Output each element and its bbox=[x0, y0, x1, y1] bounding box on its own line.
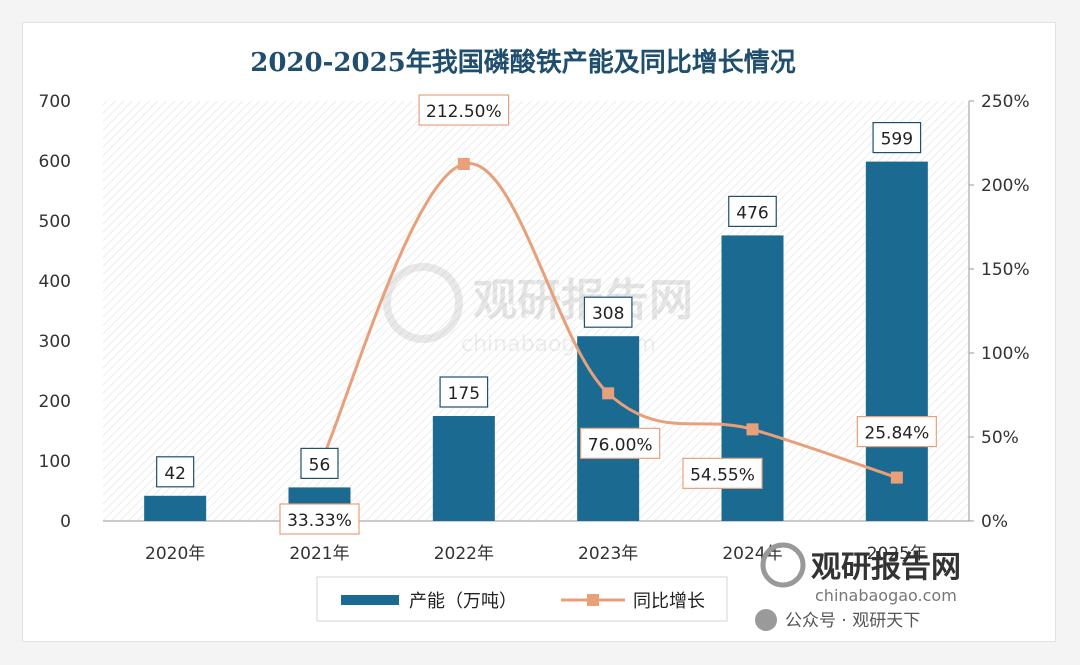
y-left-tick-label: 100 bbox=[39, 452, 71, 472]
y-right-tick-label: 150% bbox=[981, 260, 1030, 280]
legend-swatch-capacity bbox=[341, 595, 399, 605]
growth-value-box bbox=[279, 503, 360, 535]
bar-value-box bbox=[728, 195, 777, 227]
bar-capacity bbox=[865, 161, 928, 521]
growth-value-label: 54.55% bbox=[690, 465, 755, 485]
growth-line-path bbox=[318, 162, 898, 480]
bar-value-label: 42 bbox=[164, 464, 186, 484]
bar-value-box bbox=[583, 296, 633, 328]
x-tick-label: 2021年 bbox=[289, 544, 349, 564]
x-tick-label: 2020年 bbox=[145, 544, 205, 564]
growth-value-box bbox=[682, 457, 763, 489]
corner-watermark-brand: 观研报告网 bbox=[811, 550, 961, 585]
chart: 2020-2025年我国磷酸铁产能及同比增长情况 观研报告网 chinabaog… bbox=[39, 47, 1030, 631]
growth-value-label: 76.00% bbox=[588, 435, 653, 455]
growth-value-box bbox=[856, 415, 937, 448]
bar-capacity bbox=[144, 495, 207, 521]
legend-marker-growth bbox=[587, 594, 599, 606]
y-left-tick-label: 300 bbox=[39, 332, 71, 352]
growth-marker bbox=[457, 158, 470, 170]
growth-value-label: 33.33% bbox=[287, 511, 352, 531]
x-tick-label: 2022年 bbox=[434, 544, 494, 564]
bar-value-box bbox=[156, 456, 195, 488]
y-left-tick-label: 200 bbox=[39, 392, 71, 412]
y-right-tick-label: 100% bbox=[981, 344, 1030, 364]
corner-watermark-url: chinabaogao.com bbox=[815, 586, 957, 605]
bar-value-label: 308 bbox=[592, 304, 624, 324]
bar-value-label: 599 bbox=[881, 130, 913, 150]
legend: 产能（万吨） 同比增长 bbox=[316, 576, 728, 622]
y-left-tick-label: 700 bbox=[39, 92, 71, 112]
watermark-logo-icon bbox=[383, 263, 463, 343]
bar-value-box bbox=[872, 121, 922, 154]
axes: 0 100 200 300 400 500 600 700 0% 50% 100% 150% 200% 2… bbox=[39, 92, 1030, 564]
chart-title: 2020-2025年我国磷酸铁产能及同比增长情况 bbox=[250, 47, 796, 78]
y-left-tick-label: 600 bbox=[39, 152, 71, 172]
y-left-tick-label: 400 bbox=[39, 272, 71, 292]
y-right-tick-label: 50% bbox=[981, 428, 1019, 448]
wechat-icon bbox=[755, 609, 777, 631]
y-right-tick-label: 250% bbox=[981, 92, 1030, 112]
growth-value-label: 25.84% bbox=[864, 424, 929, 444]
growth-value-label: 212.50% bbox=[426, 102, 502, 122]
x-tick-label: 2023年 bbox=[578, 544, 638, 564]
growth-marker bbox=[602, 387, 615, 400]
bar-value-label: 175 bbox=[448, 384, 480, 404]
bar-value-label: 476 bbox=[736, 203, 768, 223]
center-watermark-brand: 观研报告网 bbox=[473, 275, 693, 326]
legend-label-capacity: 产能（万吨） bbox=[409, 591, 517, 612]
growth-value-box bbox=[418, 94, 510, 126]
data-labels: 42 56 175 308 476 599 33.33% 212.50% 76.00% 54.55… bbox=[156, 94, 937, 535]
growth-marker bbox=[890, 471, 903, 484]
y-right-tick-label: 0% bbox=[981, 512, 1008, 532]
y-left-tick-label: 0 bbox=[60, 512, 71, 532]
legend-label-growth: 同比增长 bbox=[633, 591, 705, 612]
y-right-tick-label: 200% bbox=[981, 176, 1030, 196]
bar-value-label: 56 bbox=[309, 455, 331, 475]
growth-marker bbox=[746, 423, 759, 436]
wechat-account: 公众号 · 观研天下 bbox=[785, 611, 920, 631]
chart-frame: 2020-2025年我国磷酸铁产能及同比增长情况 观研报告网 chinabaog… bbox=[22, 22, 1056, 642]
corner-watermark: 观研报告网 chinabaogao.com 公众号 · 观研天下 bbox=[755, 542, 961, 631]
bar-value-box bbox=[439, 376, 489, 408]
plot-area bbox=[103, 101, 969, 521]
corner-logo-icon bbox=[760, 542, 806, 588]
y-left-tick-label: 500 bbox=[39, 212, 71, 232]
x-tick-label: 2025年 bbox=[867, 544, 927, 564]
growth-value-box bbox=[580, 427, 661, 459]
bar-value-box bbox=[300, 447, 339, 479]
bar-capacity bbox=[432, 416, 495, 521]
